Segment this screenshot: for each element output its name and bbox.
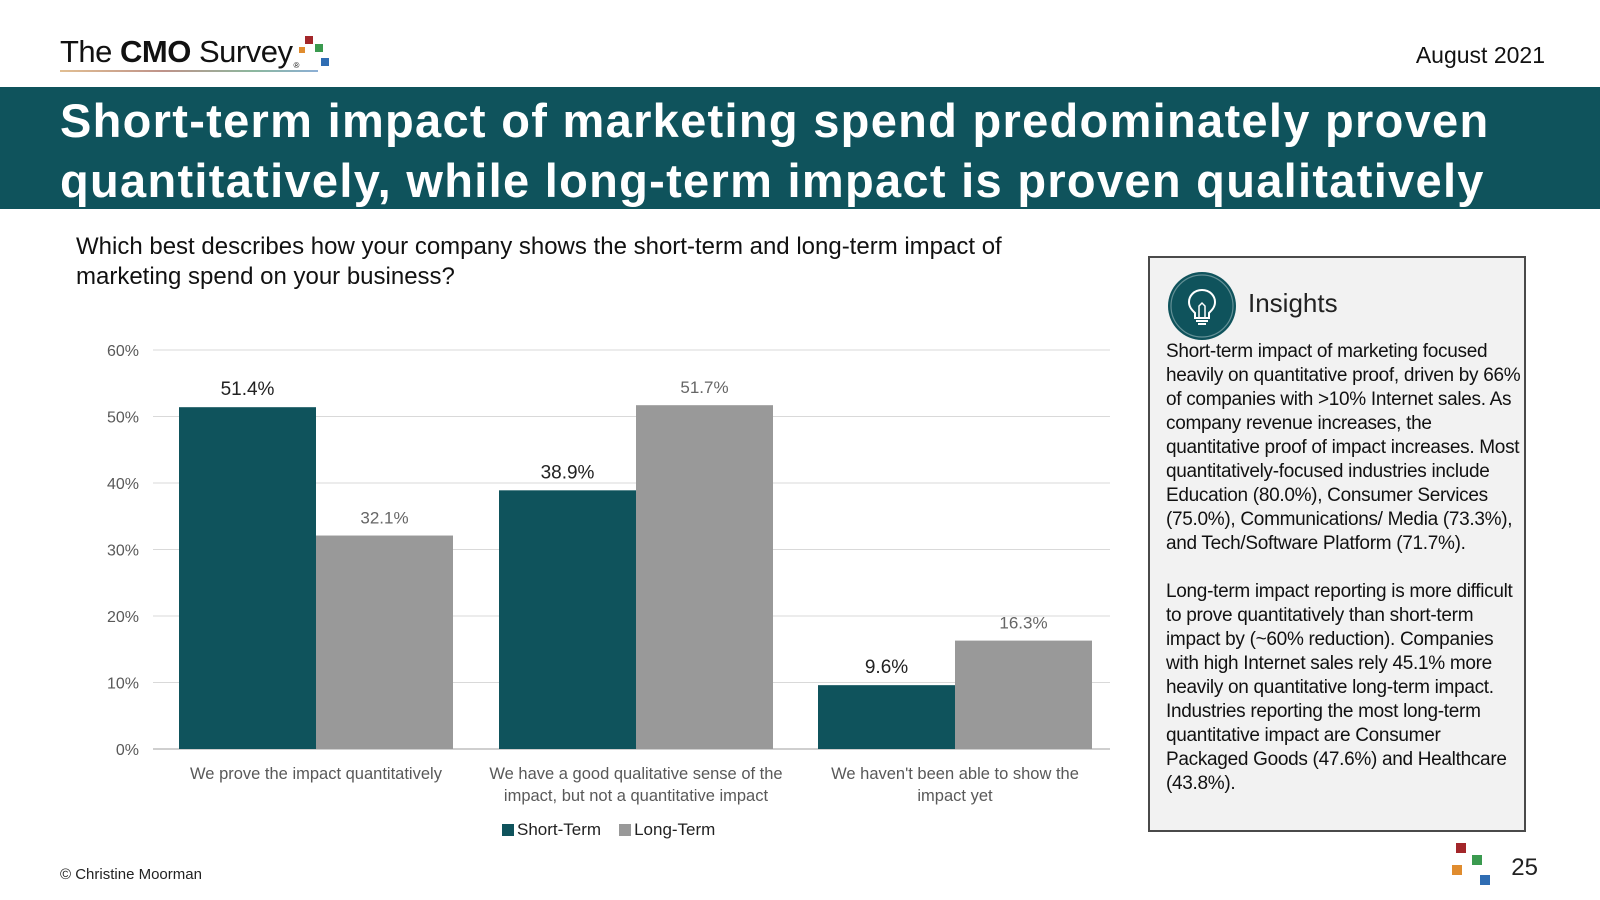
x-category-label: impact, but not a quantitative impact (504, 787, 769, 805)
y-tick-label: 40% (107, 476, 139, 493)
logo-wordmark: The CMO Survey® (60, 32, 299, 80)
insights-panel: Insights Short-term impact of marketing … (1148, 256, 1526, 832)
logo-registered-mark: ® (293, 61, 299, 70)
y-tick-label: 20% (107, 609, 139, 626)
legend-label-long-term: Long-Term (634, 820, 716, 839)
x-category-label: We have a good qualitative sense of the (489, 765, 782, 783)
y-tick-label: 50% (107, 410, 139, 427)
footer-squares-icon (1452, 843, 1496, 887)
survey-question: Which best describes how your company sh… (76, 233, 1002, 290)
logo-squares-icon (298, 32, 333, 72)
y-tick-label: 10% (107, 676, 139, 693)
logo-text-the: The (60, 34, 121, 69)
data-label: 51.7% (680, 378, 728, 397)
y-tick-label: 60% (107, 343, 139, 360)
bar-chart: 0% 10% 20% 30% 40% 50% 60% 51.4% 38.9% 9.6% 32.1% 5… (107, 343, 1110, 805)
page-number: 25 (1511, 854, 1538, 881)
bar-short-term (499, 490, 636, 749)
legend-label-short-term: Short-Term (517, 820, 602, 839)
insights-paragraph-2: Long-term impact reporting is more diffi… (1166, 581, 1513, 794)
data-label: 32.1% (360, 509, 408, 528)
legend-item-short-term: Short-Term (502, 820, 601, 840)
logo-text-survey: Survey (190, 34, 293, 69)
data-label: 38.9% (541, 462, 595, 483)
bar-long-term (636, 405, 773, 749)
logo-underline (60, 70, 318, 72)
data-label: 51.4% (221, 379, 275, 400)
lightbulb-icon (1168, 272, 1236, 340)
bar-long-term (955, 640, 1092, 749)
legend-swatch-long-term (619, 824, 632, 836)
insights-title: Insights (1248, 288, 1338, 318)
title-bar: Short-term impact of marketing spend pre… (0, 87, 1600, 209)
legend-swatch-short-term (502, 824, 514, 836)
report-date: August 2021 (1415, 42, 1545, 68)
x-category-label: impact yet (917, 787, 993, 805)
y-tick-label: 0% (116, 742, 139, 759)
logo-text-cmo: CMO (120, 34, 191, 69)
x-category-label: We prove the impact quantitatively (190, 765, 443, 783)
bar-long-term (316, 535, 453, 749)
chart-legend: Short-Term Long-Term (502, 820, 733, 840)
copyright: © Christine Moorman (60, 866, 202, 883)
bar-short-term (179, 407, 316, 749)
slide-title: Short-term impact of marketing spend pre… (60, 94, 1490, 207)
data-label: 9.6% (865, 657, 908, 678)
legend-item-long-term: Long-Term (619, 820, 715, 840)
bar-short-term (818, 685, 955, 749)
x-category-label: We haven't been able to show the (831, 765, 1079, 783)
insights-body: Short-term impact of marketing focused h… (1166, 340, 1526, 820)
cmo-survey-logo: The CMO Survey® (60, 32, 333, 72)
insights-paragraph-1: Short-term impact of marketing focused h… (1166, 341, 1521, 554)
y-tick-label: 30% (107, 543, 139, 560)
data-label: 16.3% (999, 614, 1047, 633)
